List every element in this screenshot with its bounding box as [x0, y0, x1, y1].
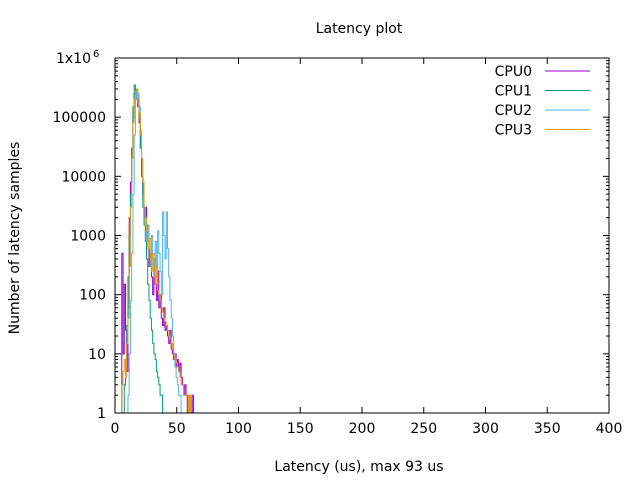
plot-frame	[114, 57, 610, 414]
y-tick-label: 100	[79, 288, 106, 304]
x-tick-label: 200	[349, 421, 376, 437]
chart-title: Latency plot	[316, 21, 403, 37]
ticks-layer: 0 50 100 150 200 250 300 350 400 1 10 100 1000 10000 1…	[53, 49, 623, 437]
legend-label-cpu3: CPU3	[495, 123, 532, 139]
x-tick-label: 350	[534, 421, 561, 437]
series-line-cpu2	[126, 88, 196, 414]
legend-label-cpu1: CPU1	[495, 84, 532, 100]
x-tick-label: 0	[111, 421, 120, 437]
x-tick-label: 50	[168, 421, 186, 437]
y-tick-label: 10	[88, 347, 106, 363]
y-tick-label: 100000	[53, 110, 106, 126]
legend-label-cpu2: CPU2	[495, 103, 532, 119]
x-tick-label: 250	[410, 421, 437, 437]
y-tick-exponent: 6	[93, 49, 99, 60]
y-axis-label: Number of latency samples	[7, 142, 23, 335]
x-tick-label: 150	[287, 421, 314, 437]
x-axis-label: Latency (us), max 93 us	[274, 459, 443, 475]
y-tick-label: 10000	[61, 169, 106, 185]
series-line-cpu0	[121, 88, 215, 414]
x-tick-label: 100	[225, 421, 252, 437]
y-tick-label: 1x10	[56, 51, 91, 67]
x-tick-label: 400	[596, 421, 623, 437]
x-tick-label: 300	[472, 421, 499, 437]
legend: CPU0 CPU1 CPU2 CPU3	[495, 64, 590, 139]
y-tick-label: 1	[97, 406, 106, 422]
series-layer	[121, 84, 231, 414]
y-tick-label: 1000	[70, 229, 106, 245]
legend-label-cpu0: CPU0	[495, 64, 532, 80]
